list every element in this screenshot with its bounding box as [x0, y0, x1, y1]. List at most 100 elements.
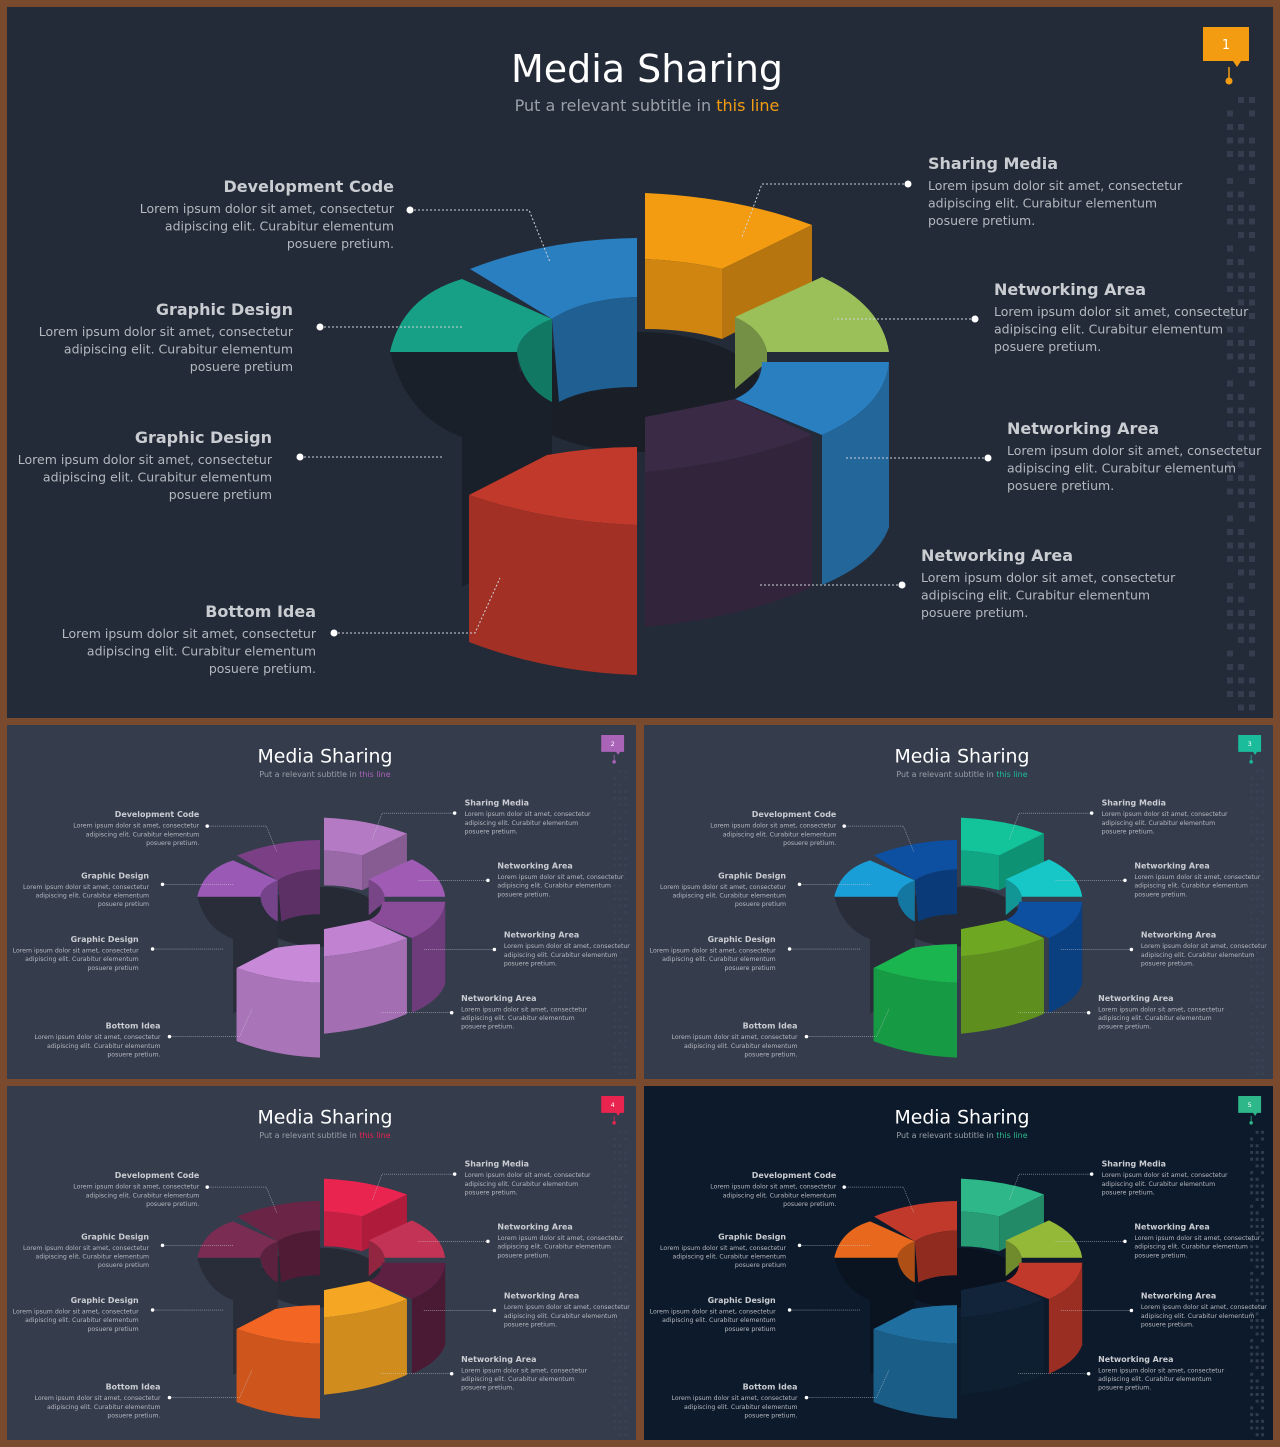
label-bottom-idea: Bottom Idea Lorem ipsum dolor sit amet, c… — [62, 602, 317, 676]
label-graphic-design-2-text: adipiscing elit. Curabitur elementum — [25, 956, 139, 963]
connector-dot — [452, 811, 457, 815]
segment-top-right — [1005, 1220, 1083, 1258]
label-sharing-media-text: Lorem ipsum dolor sit amet, consectetur — [465, 811, 591, 818]
label-graphic-design-1: Graphic Design Lorem ipsum dolor sit amet… — [23, 871, 149, 908]
label-sharing-media-text: adipiscing elit. Curabitur elementum — [465, 820, 579, 827]
segment-top-left — [197, 1221, 278, 1258]
connector-line — [741, 183, 908, 238]
connector-dot — [205, 824, 209, 828]
page-subtitle: Put a relevant subtitle in this line — [259, 1131, 390, 1140]
label-bottom-idea-text: Lorem ipsum dolor sit amet, consectetur — [672, 1034, 798, 1041]
label-networking-area-3: Networking Area Lorem ipsum dolor sit ame… — [1098, 994, 1224, 1031]
segment-front-left — [873, 944, 958, 983]
ring-chart — [834, 1178, 1083, 1419]
decor-dots — [1250, 769, 1265, 1076]
decor-dots — [613, 769, 628, 1076]
slide-1[interactable]: Media Sharing Put a relevant subtitle in … — [7, 7, 1273, 718]
connector-dot — [205, 1185, 209, 1189]
connector-dot — [1089, 811, 1094, 815]
label-networking-area-1-text: posuere pretium. — [1134, 891, 1187, 898]
label-graphic-design-2-text: posuere pretium — [724, 965, 775, 972]
label-networking-area-1-text: Lorem ipsum dolor sit amet, consectetur — [994, 304, 1249, 319]
slide-3[interactable]: Media Sharing Put a relevant subtitle in … — [644, 725, 1273, 1079]
connector-dot — [898, 581, 906, 589]
connector-dot — [842, 824, 846, 828]
label-development-code-text: Lorem ipsum dolor sit amet, consectetur — [73, 1184, 199, 1191]
connector-line — [806, 1009, 890, 1037]
label-development-code-text: adipiscing elit. Curabitur elementum — [86, 831, 200, 838]
label-development-code: Development Code Lorem ipsum dolor sit am… — [73, 810, 199, 847]
label-sharing-media-title: Sharing Media — [1102, 1160, 1166, 1169]
label-bottom-idea-text: adipiscing elit. Curabitur elementum — [87, 644, 316, 659]
label-sharing-media: Sharing Media Lorem ipsum dolor sit amet,… — [465, 1160, 591, 1197]
decor-dots — [1227, 97, 1255, 711]
label-sharing-media-text: posuere pretium. — [465, 1190, 518, 1197]
label-bottom-idea-text: posuere pretium. — [107, 1052, 160, 1059]
slide-2-canvas: Media Sharing Put a relevant subtitle in … — [7, 725, 636, 1079]
label-graphic-design-1: Graphic Design Lorem ipsum dolor sit amet… — [660, 871, 786, 908]
label-networking-area-1-text: Lorem ipsum dolor sit amet, consectetur — [1134, 874, 1260, 881]
label-networking-area-1-title: Networking Area — [994, 280, 1146, 299]
connector-dot — [787, 1308, 792, 1312]
label-graphic-design-1-text: adipiscing elit. Curabitur elementum — [673, 893, 787, 900]
label-networking-area-1-text: posuere pretium. — [497, 1252, 550, 1259]
label-networking-area-1-title: Networking Area — [1134, 1222, 1209, 1231]
label-networking-area-3-text: posuere pretium. — [1098, 1024, 1151, 1031]
label-graphic-design-2-text: Lorem ipsum dolor sit amet, consectetur — [650, 1309, 776, 1316]
label-graphic-design-2-text: Lorem ipsum dolor sit amet, consectetur — [13, 948, 139, 955]
label-networking-area-1-title: Networking Area — [1134, 861, 1209, 870]
slide-2[interactable]: Media Sharing Put a relevant subtitle in … — [7, 725, 636, 1079]
label-graphic-design-2-text: Lorem ipsum dolor sit amet, consectetur — [650, 948, 776, 955]
segment-top-back — [874, 840, 958, 881]
slide-number-badge: 4 — [601, 1095, 625, 1125]
label-networking-area-3-text: adipiscing elit. Curabitur elementum — [921, 588, 1150, 603]
connector-dot — [1089, 1172, 1094, 1176]
label-networking-area-3-text: posuere pretium. — [1098, 1385, 1151, 1392]
label-networking-area-3-title: Networking Area — [461, 994, 536, 1003]
segment-right — [735, 362, 889, 435]
label-networking-area-3: Networking Area Lorem ipsum dolor sit ame… — [461, 994, 587, 1031]
slide-number: 1 — [1222, 38, 1230, 53]
label-networking-area-2-title: Networking Area — [1007, 419, 1159, 438]
connector-line — [207, 825, 278, 853]
label-networking-area-3-title: Networking Area — [461, 1355, 536, 1364]
decor-dots — [613, 1130, 628, 1437]
label-bottom-idea-text: Lorem ipsum dolor sit amet, consectetur — [35, 1395, 161, 1402]
segment-top-front — [645, 193, 812, 269]
label-sharing-media-title: Sharing Media — [1102, 799, 1166, 808]
slide-4[interactable]: Media Sharing Put a relevant subtitle in … — [7, 1086, 636, 1440]
connector-dot — [167, 1034, 172, 1039]
label-networking-area-2: Networking Area Lorem ipsum dolor sit ame… — [1141, 1292, 1267, 1329]
label-sharing-media: Sharing Media Lorem ipsum dolor sit amet,… — [1102, 799, 1228, 836]
label-development-code-title: Development Code — [223, 177, 394, 196]
label-graphic-design-1-text: adipiscing elit. Curabitur elementum — [64, 342, 293, 357]
label-networking-area-2: Networking Area Lorem ipsum dolor sit ame… — [504, 1292, 630, 1329]
slide-number: 5 — [1248, 1101, 1252, 1109]
slide-5-canvas: Media Sharing Put a relevant subtitle in … — [644, 1086, 1273, 1440]
label-development-code-text: adipiscing elit. Curabitur elementum — [723, 831, 837, 838]
segment-front-right — [645, 399, 812, 472]
label-bottom-idea-title: Bottom Idea — [205, 602, 316, 621]
label-graphic-design-1-text: posuere pretium — [98, 1262, 149, 1269]
label-bottom-idea-text: posuere pretium. — [209, 661, 316, 676]
connector-dot — [1123, 878, 1127, 883]
slide-number-badge: 1 — [1203, 27, 1249, 85]
connector-dot — [842, 1185, 846, 1189]
label-networking-area-1-title: Networking Area — [497, 1222, 572, 1231]
segment-front-left — [236, 944, 321, 983]
label-graphic-design-2-text: posuere pretium — [724, 1326, 775, 1333]
connector-dot — [492, 947, 497, 952]
label-development-code: Development Code Lorem ipsum dolor sit am… — [140, 177, 395, 251]
label-networking-area-2: Networking Area Lorem ipsum dolor sit ame… — [1007, 419, 1262, 493]
label-networking-area-2-text: posuere pretium. — [504, 960, 557, 967]
label-networking-area-1-text: adipiscing elit. Curabitur elementum — [497, 883, 611, 890]
connector-line — [371, 1173, 455, 1201]
segment-right — [1005, 901, 1083, 939]
segment-top-front — [960, 817, 1044, 856]
label-sharing-media-text: Lorem ipsum dolor sit amet, consectetur — [465, 1172, 591, 1179]
label-development-code-text: adipiscing elit. Curabitur elementum — [86, 1192, 200, 1199]
slide-5[interactable]: Media Sharing Put a relevant subtitle in … — [644, 1086, 1273, 1440]
label-graphic-design-2: Graphic Design Lorem ipsum dolor sit amet… — [18, 428, 273, 502]
slide-number-badge: 5 — [1238, 1095, 1262, 1125]
label-graphic-design-2-title: Graphic Design — [135, 428, 272, 447]
